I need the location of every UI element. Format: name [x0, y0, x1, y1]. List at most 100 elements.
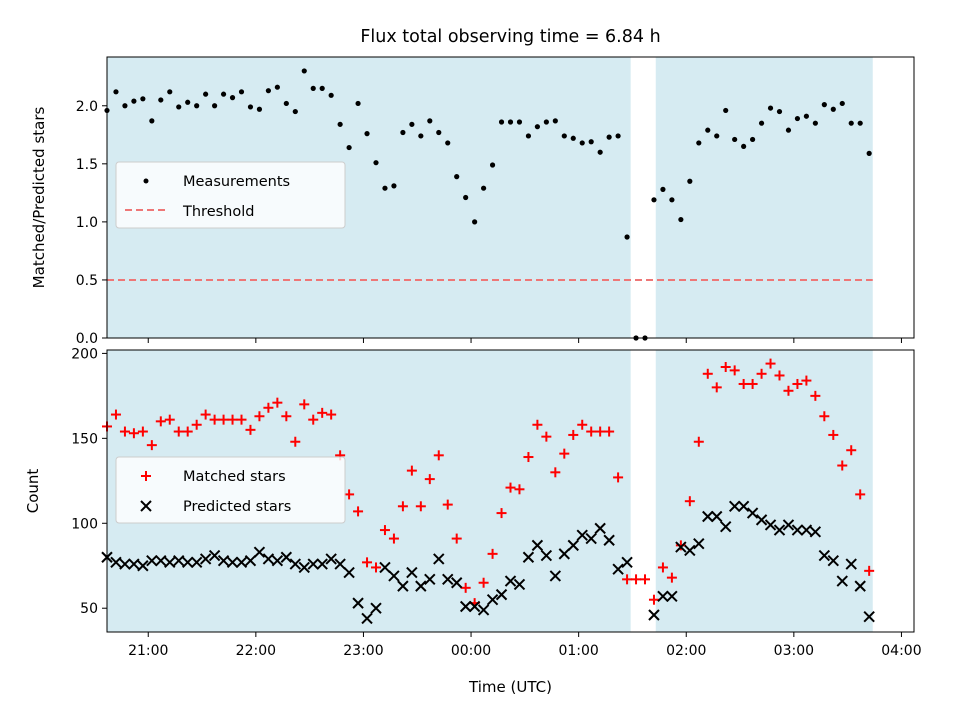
data-point [442, 499, 453, 510]
data-point [741, 143, 747, 150]
data-point [498, 119, 505, 125]
data-point [346, 144, 352, 151]
data-point [711, 382, 722, 393]
marker-stroke [334, 558, 346, 570]
data-point [705, 127, 711, 133]
data-point [194, 103, 200, 109]
marker-stroke [459, 600, 472, 613]
marker-stroke [343, 566, 355, 579]
data-point [576, 529, 588, 541]
data-point [827, 554, 840, 567]
marker-stroke [818, 549, 831, 562]
data-point [451, 533, 462, 544]
marker-stroke [486, 594, 499, 606]
data-point [549, 570, 562, 582]
data-point [666, 572, 677, 583]
data-point [371, 562, 381, 573]
data-point [256, 106, 263, 112]
data-point [794, 115, 801, 122]
data-point [229, 95, 236, 101]
data-point [442, 573, 454, 586]
data-point [764, 519, 777, 531]
data-point [732, 136, 738, 143]
data-point [612, 563, 624, 575]
x-axis-label: Time (UTC) [468, 678, 552, 696]
data-point [308, 414, 319, 425]
top-legend: Measurements Threshold [115, 161, 346, 229]
data-point [543, 119, 549, 125]
data-point [203, 91, 209, 97]
data-point [263, 402, 274, 413]
data-point [516, 119, 523, 125]
data-point [534, 124, 541, 130]
marker-stroke [684, 544, 696, 557]
data-point [523, 452, 534, 463]
data-point [723, 107, 729, 114]
data-point [463, 194, 469, 201]
data-point [409, 121, 415, 127]
data-point [585, 532, 597, 545]
data-point [164, 556, 176, 569]
data-point [588, 139, 594, 145]
marker-stroke [764, 519, 777, 531]
marker-stroke [450, 577, 463, 589]
data-point [489, 162, 496, 168]
x-tick-label: 02:00 [666, 643, 706, 659]
data-point [477, 604, 490, 616]
bottom-y-tick-label: 200 [71, 346, 98, 362]
data-point [684, 496, 695, 507]
data-point [415, 501, 426, 512]
top-y-tick-label: 2.0 [76, 99, 98, 115]
data-point [783, 385, 794, 396]
data-point [657, 562, 668, 573]
data-point [454, 173, 460, 180]
marker-stroke [298, 561, 310, 574]
data-point [818, 549, 831, 562]
data-point [577, 419, 588, 430]
data-point [397, 501, 408, 512]
data-point [379, 525, 390, 536]
data-point [481, 185, 487, 191]
data-point [765, 358, 776, 369]
data-point [280, 551, 293, 563]
data-point [613, 472, 624, 483]
data-point [317, 407, 328, 418]
data-point [522, 551, 535, 563]
marker-stroke [119, 558, 131, 570]
data-point [167, 89, 173, 95]
data-point [272, 397, 283, 408]
top-y-tick-label: 0.5 [76, 273, 98, 289]
data-point [418, 133, 424, 139]
data-point [445, 140, 451, 146]
data-point [505, 482, 516, 493]
data-point [334, 558, 346, 570]
data-point [720, 361, 731, 372]
data-point [199, 553, 212, 565]
data-point [603, 534, 615, 546]
data-point [406, 465, 417, 476]
data-point [436, 129, 442, 136]
marker-stroke [208, 549, 221, 562]
data-point [238, 89, 245, 95]
data-point [828, 429, 839, 440]
bottom-legend-box [115, 456, 346, 524]
data-point [711, 510, 723, 523]
data-point [155, 416, 166, 427]
data-point [397, 580, 409, 592]
marker-stroke [513, 578, 526, 591]
data-point [298, 561, 310, 574]
marker-stroke [719, 520, 732, 533]
x-tick-label: 04:00 [881, 643, 921, 659]
data-point [373, 160, 379, 166]
data-point [190, 556, 203, 569]
marker-stroke [164, 556, 176, 569]
data-point [119, 426, 130, 437]
data-point [767, 105, 774, 111]
data-point [468, 600, 481, 613]
data-point [149, 118, 155, 124]
marker-stroke [155, 554, 167, 567]
data-point [364, 131, 370, 137]
marker-stroke [791, 524, 804, 536]
bottom-shaded-region-2 [655, 350, 873, 632]
